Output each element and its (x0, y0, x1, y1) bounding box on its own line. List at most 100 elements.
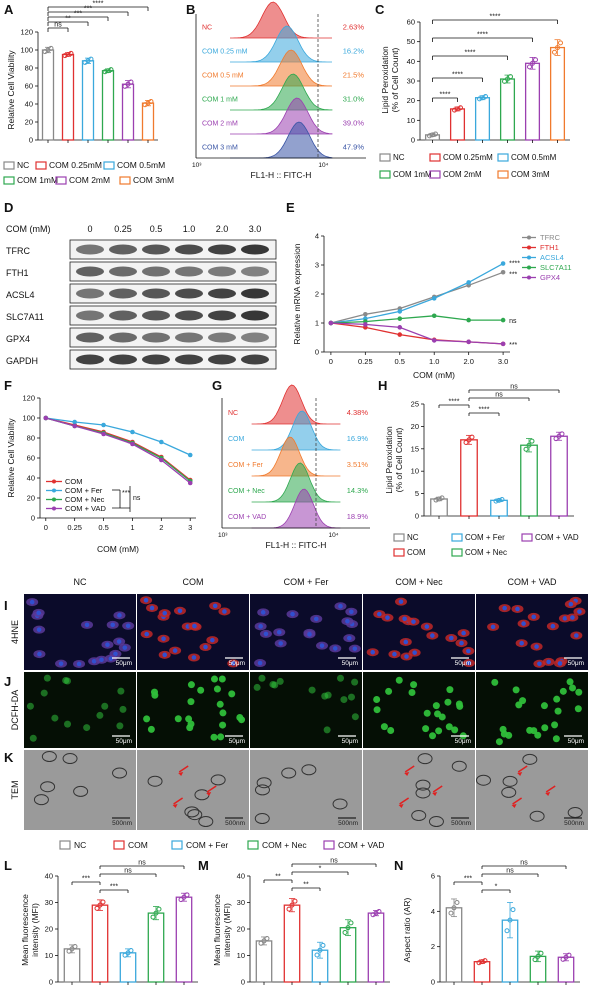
C-data-point (552, 49, 557, 55)
j-cell (228, 690, 236, 698)
H-bar (460, 439, 478, 517)
j-cell (445, 723, 453, 731)
d-blot-band (241, 288, 269, 299)
M-data-point (258, 940, 264, 946)
j-cell (185, 715, 193, 723)
e-sig-label: **** (509, 261, 520, 268)
C-data-point (452, 107, 457, 113)
B-percent-label: 47.9% (343, 143, 365, 152)
j-cell (187, 681, 195, 689)
i-nucleus (346, 635, 352, 641)
F-series-point (159, 439, 164, 445)
panel-letter-n: N (394, 858, 403, 873)
E-y-tick-label: 2 (315, 290, 319, 299)
N-data-point (504, 928, 510, 934)
j-cell (213, 685, 221, 693)
e-legend-marker (527, 275, 531, 280)
k-arrow (432, 785, 443, 793)
F-x-tick-label: 3 (188, 523, 192, 532)
legend-a-label: COM 0.25mM (49, 160, 102, 170)
h-legend-label: COM + VAD (535, 533, 579, 542)
B-sample-label: NC (202, 25, 212, 32)
M-data-point (320, 942, 326, 948)
L-data-point (72, 943, 78, 949)
i-nucleus (402, 616, 407, 622)
i-row-label: 4HNE (10, 620, 20, 644)
j-cell (387, 726, 395, 734)
M-y-tick-label: 0 (241, 978, 245, 987)
L-bar (91, 904, 109, 983)
E-x-tick-label: 1.0 (429, 357, 439, 366)
l-ylabel2: intensity (MFI) (30, 903, 40, 957)
k-micrograph (363, 750, 475, 830)
M-data-point (376, 909, 382, 915)
i-nucleus (116, 639, 122, 644)
H-data-point (439, 495, 445, 501)
H-y-tick-label: 5 (415, 489, 419, 498)
k-mitochondrion (522, 753, 538, 765)
bottom-legend-label: COM + Nec (262, 840, 307, 850)
i-nucleus (161, 636, 166, 642)
N-y-tick-label: 6 (431, 872, 435, 881)
j-cell (101, 702, 109, 710)
d-dose-label: 0.25 (114, 224, 132, 234)
H-sig-label: ns (510, 384, 518, 391)
d-blot-band (208, 244, 236, 255)
M-data-point (342, 929, 348, 935)
L-y-tick-label: 40 (45, 872, 53, 881)
i-nucleus (557, 661, 563, 666)
j-cell (174, 715, 182, 723)
d-blot-band (241, 354, 269, 365)
H-data-point (469, 434, 475, 440)
C-data-point (555, 45, 560, 51)
i-nucleus (99, 657, 104, 663)
i-nucleus (515, 606, 520, 612)
f-legend-label: COM + Fer (65, 486, 103, 495)
j-cell (26, 702, 34, 710)
e-legend-marker (527, 255, 531, 260)
N-sig-label: *** (464, 876, 472, 883)
k-row-label: TEM (10, 781, 20, 800)
k-mitochondrion (184, 806, 200, 818)
E-series-line (330, 315, 504, 324)
H-data-point (499, 497, 505, 503)
A-bar (101, 70, 115, 141)
L-bar (147, 912, 165, 983)
E-series-line (330, 263, 504, 324)
G-sample-label: COM + Fer (228, 462, 263, 469)
E-series-point (397, 316, 403, 321)
F-series-point (187, 480, 193, 486)
A-y-tick-label: 0 (29, 136, 33, 145)
F-series-point (187, 452, 193, 458)
i-nucleus (260, 610, 266, 615)
panel-letter-l: L (4, 858, 12, 873)
E-x-tick-label: 3.0 (498, 357, 508, 366)
k-arrow (173, 797, 184, 805)
j-cell (534, 731, 542, 739)
e-legend-label: TFRC (540, 233, 561, 242)
legend-a-swatch (3, 161, 15, 170)
H-sig-label: **** (479, 407, 490, 414)
j-cell (211, 675, 219, 683)
j-cell (574, 705, 582, 713)
e-legend-marker (527, 235, 531, 240)
j-cell (446, 686, 454, 694)
i-nucleus (490, 624, 496, 630)
C-data-point (433, 131, 438, 137)
A-sig-label: *** (84, 6, 92, 13)
e-legend-label: ACSL4 (540, 253, 564, 262)
i-nucleus (352, 646, 358, 651)
i-nucleus (459, 640, 464, 646)
d-protein-label: GPX4 (6, 334, 30, 344)
bottom-legend-label: COM + Fer (186, 840, 228, 850)
A-data-point (62, 53, 68, 59)
L-data-point (150, 914, 156, 920)
i-nucleus (276, 629, 282, 635)
M-sig-label: * (319, 866, 322, 873)
G-percent-label: 14.3% (347, 486, 369, 495)
H-y-tick-label: 20 (411, 422, 419, 431)
G-sample-label: NC (228, 410, 238, 417)
j-cell (253, 683, 261, 691)
E-y-tick-label: 0 (315, 348, 319, 357)
j-cell (187, 698, 195, 706)
